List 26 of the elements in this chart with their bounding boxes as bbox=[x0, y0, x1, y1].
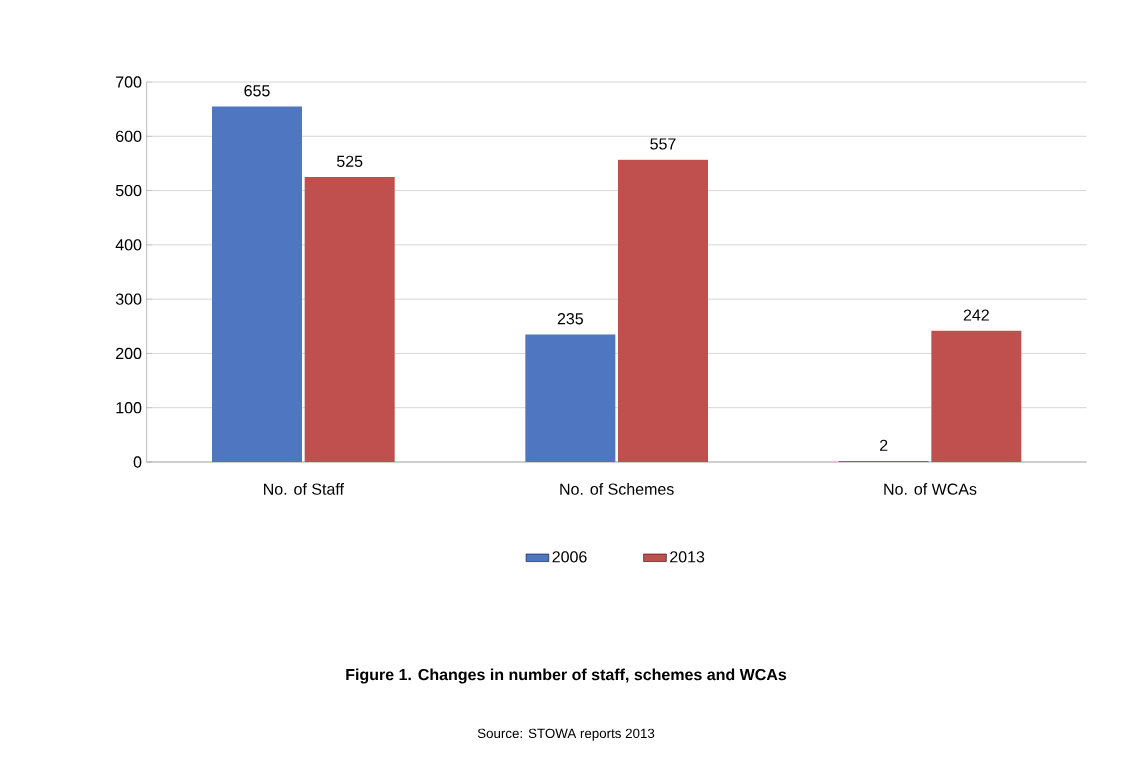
y-tick-label: 600 bbox=[116, 130, 142, 142]
y-tick-label: 100 bbox=[116, 402, 142, 414]
bar bbox=[618, 159, 708, 462]
bar bbox=[525, 334, 616, 462]
y-tick-label: 300 bbox=[115, 293, 142, 305]
y-tick-label: 200 bbox=[116, 347, 142, 360]
data-label: 655 bbox=[244, 85, 270, 97]
bar bbox=[931, 330, 1022, 462]
source-note: Source: STOWA reports 2013 bbox=[477, 728, 655, 741]
data-label: 525 bbox=[336, 155, 363, 167]
x-tick-label: No. of Schemes bbox=[560, 483, 674, 495]
x-tick-label: No. of WCAs bbox=[884, 483, 977, 495]
bar bbox=[304, 177, 395, 462]
bar bbox=[212, 106, 302, 462]
data-label: 557 bbox=[650, 138, 676, 150]
y-tick-label: 500 bbox=[115, 184, 142, 197]
legend-label: 2013 bbox=[670, 551, 705, 563]
legend-label: 2006 bbox=[552, 551, 587, 563]
text: Figure 1. Changes in number of staff, schemes and WCAs bbox=[346, 668, 787, 684]
x-tick-label: No. of Staff bbox=[264, 483, 344, 495]
data-label: 235 bbox=[557, 313, 583, 325]
y-tick-label: 0 bbox=[133, 456, 142, 468]
data-label: 242 bbox=[963, 309, 989, 321]
data-label: 2 bbox=[880, 439, 888, 451]
y-tick-label: 700 bbox=[116, 76, 142, 88]
y-tick-label: 400 bbox=[115, 239, 142, 251]
